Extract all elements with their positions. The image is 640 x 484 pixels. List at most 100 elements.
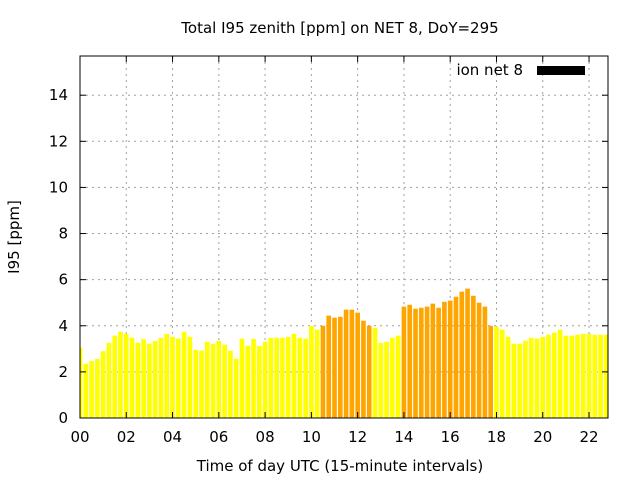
bar <box>401 306 407 418</box>
bar <box>436 307 441 418</box>
y-tick-label: 0 <box>58 409 68 427</box>
bar <box>552 332 557 418</box>
bar <box>517 343 522 418</box>
bar <box>395 335 401 418</box>
x-tick-label: 04 <box>163 428 182 446</box>
bar <box>499 329 505 418</box>
bar <box>372 327 378 418</box>
bar <box>465 288 470 418</box>
bar <box>384 341 389 418</box>
legend-label: ion net 8 <box>456 61 523 79</box>
bar <box>453 296 459 418</box>
bar <box>152 340 158 418</box>
bar <box>592 334 598 418</box>
bar <box>170 336 175 418</box>
bar <box>100 351 106 418</box>
bar <box>233 358 239 418</box>
bar <box>424 306 430 418</box>
bar <box>141 339 146 418</box>
bar <box>187 336 193 418</box>
bar <box>210 343 216 418</box>
bar <box>268 337 274 418</box>
bar <box>355 312 360 418</box>
bar <box>158 337 164 418</box>
legend: ion net 8 <box>456 61 585 79</box>
bar <box>257 345 262 418</box>
bar <box>80 347 83 418</box>
bar <box>106 342 112 418</box>
x-tick-label: 22 <box>579 428 598 446</box>
y-tick-label: 6 <box>58 271 68 289</box>
bar <box>216 340 222 418</box>
bar <box>604 334 608 418</box>
bar <box>459 291 465 418</box>
bar <box>118 331 123 418</box>
x-axis-label: Time of day UTC (15-minute intervals) <box>196 457 483 475</box>
x-tick-label: 08 <box>256 428 275 446</box>
bar <box>309 325 314 418</box>
x-tick-label: 20 <box>533 428 552 446</box>
bar <box>511 343 517 418</box>
y-tick-label: 2 <box>58 363 68 381</box>
bar <box>390 337 395 418</box>
bar <box>580 333 586 418</box>
bars <box>80 288 608 418</box>
bar <box>320 325 326 418</box>
bar <box>285 336 291 418</box>
bar <box>598 334 603 418</box>
bar <box>222 344 227 418</box>
legend-swatch <box>537 66 585 75</box>
y-tick-label: 12 <box>49 132 68 150</box>
bar <box>274 337 279 418</box>
y-tick-label: 10 <box>49 178 68 196</box>
bar <box>540 336 546 418</box>
y-tick-label: 8 <box>58 225 68 243</box>
bar <box>447 300 453 418</box>
bar <box>123 333 129 418</box>
bar <box>147 343 152 418</box>
x-tick-label: 00 <box>70 428 89 446</box>
bar <box>228 350 233 418</box>
bar <box>471 295 476 418</box>
bar <box>488 325 494 418</box>
bar <box>314 329 320 418</box>
x-tick-label: 14 <box>394 428 413 446</box>
bar <box>129 337 135 418</box>
y-tick-label: 14 <box>49 86 68 104</box>
bar <box>505 336 511 418</box>
bar <box>366 325 372 418</box>
bar <box>199 350 204 418</box>
bar <box>575 334 580 418</box>
bar <box>164 333 170 418</box>
bar <box>280 337 285 418</box>
bar <box>297 337 303 418</box>
bar <box>442 301 447 418</box>
bar <box>176 338 181 418</box>
bar <box>534 338 540 418</box>
bar <box>204 341 210 418</box>
x-tick-label: 12 <box>348 428 367 446</box>
bar <box>476 302 482 418</box>
bar <box>332 317 337 418</box>
bar <box>523 340 528 418</box>
y-axis-label: I95 [ppm] <box>5 200 23 274</box>
bar <box>303 338 308 418</box>
bar <box>337 316 343 418</box>
bar <box>413 308 418 418</box>
bar <box>83 363 89 418</box>
x-tick-label: 02 <box>117 428 136 446</box>
bar <box>563 335 569 418</box>
bar <box>349 309 355 418</box>
bar <box>528 337 534 418</box>
bar <box>181 331 187 418</box>
x-tick-label: 16 <box>441 428 460 446</box>
bar <box>239 338 245 418</box>
bar <box>251 338 256 418</box>
bar <box>430 303 436 418</box>
bar <box>586 333 592 418</box>
bar <box>291 333 297 418</box>
bar <box>482 306 488 418</box>
plot-frame <box>79 55 609 419</box>
bar <box>378 342 384 418</box>
